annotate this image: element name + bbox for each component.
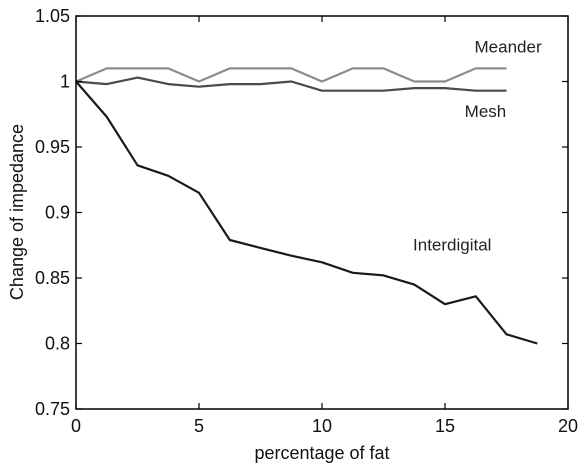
series-line-meander: [75, 67, 507, 83]
labels-layer: percentage of fat Change of impedance: [7, 124, 390, 463]
y-tick-label: 0.85: [35, 268, 70, 288]
series-layer: Meander Mesh Interdigital: [75, 38, 542, 345]
series-line-mesh: [75, 76, 507, 92]
x-tick-label: 5: [194, 416, 204, 436]
x-tick-label: 0: [71, 416, 81, 436]
series-label-mesh: Mesh: [465, 102, 507, 121]
y-tick-label: 0.9: [45, 203, 70, 223]
y-tick-label: 1: [60, 72, 70, 92]
series-line-interdigital: [75, 80, 538, 345]
x-tick-label: 10: [312, 416, 332, 436]
series-label-interdigital: Interdigital: [413, 235, 491, 254]
y-axis-label: Change of impedance: [7, 124, 27, 300]
x-axis-label: percentage of fat: [254, 443, 389, 463]
x-tick-label: 20: [558, 416, 578, 436]
y-tick-label: 0.8: [45, 334, 70, 354]
series-label-meander: Meander: [475, 38, 542, 57]
y-tick-label: 0.75: [35, 399, 70, 419]
plot-background: [76, 16, 568, 409]
y-tick-label: 1.05: [35, 6, 70, 26]
plot-frame: [75, 15, 569, 410]
x-tick-label: 15: [435, 416, 455, 436]
y-tick-label: 0.95: [35, 137, 70, 157]
axes-layer: 0 5 10 15 20 0.75 0.8 0.85 0.9 0.95 1 1.05: [35, 6, 578, 436]
